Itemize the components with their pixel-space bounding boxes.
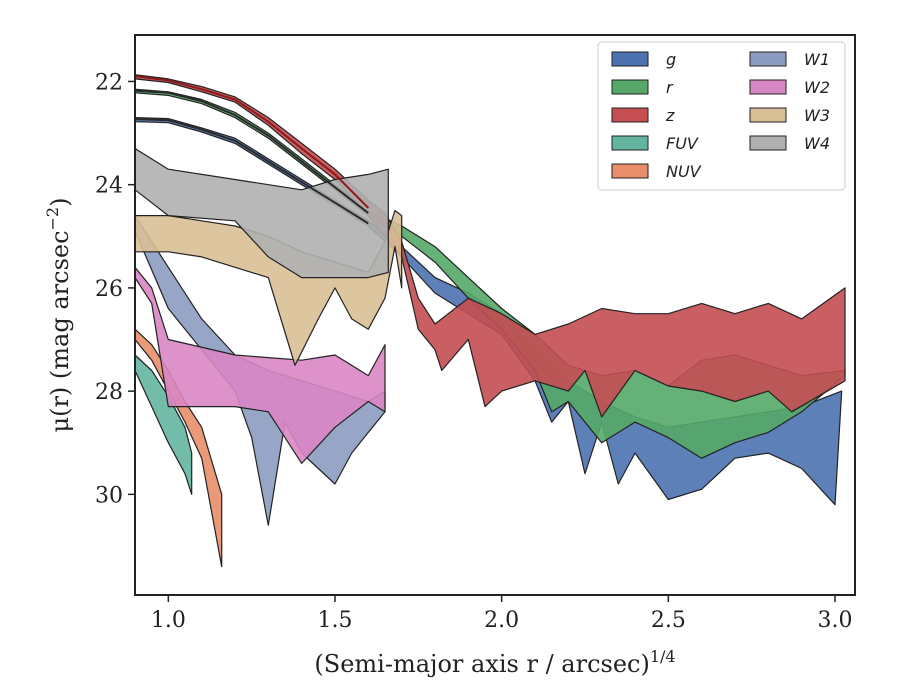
legend-swatch-w4 bbox=[749, 135, 787, 151]
x-tick-label: 3.0 bbox=[818, 608, 853, 633]
legend-swatch-g bbox=[611, 51, 649, 67]
legend-swatch-w2 bbox=[749, 79, 787, 95]
legend-label-r: r bbox=[666, 78, 674, 97]
x-tick-label: 1.5 bbox=[318, 608, 353, 633]
legend-label-nuv: NUV bbox=[666, 162, 702, 181]
profile-line-r bbox=[135, 89, 369, 214]
x-tick-label: 2.0 bbox=[484, 608, 519, 633]
x-tick-label: 2.5 bbox=[651, 608, 686, 633]
legend-label-w2: W2 bbox=[804, 78, 830, 97]
legend-label-fuv: FUV bbox=[666, 134, 699, 153]
legend-swatch-fuv bbox=[611, 135, 649, 151]
legend-swatch-z bbox=[611, 107, 649, 123]
legend-label-g: g bbox=[666, 50, 676, 69]
band-fuv bbox=[135, 354, 193, 495]
legend-swatch-w1 bbox=[749, 51, 787, 67]
legend-box bbox=[597, 41, 846, 191]
x-axis-title: (Semi-major axis r / arcsec)1/4 bbox=[314, 647, 675, 678]
legend-label-w1: W1 bbox=[804, 50, 830, 69]
x-tick-label: 1.0 bbox=[151, 608, 186, 633]
band-w2 bbox=[135, 266, 386, 464]
y-tick-label: 26 bbox=[95, 277, 123, 302]
legend-swatch-nuv bbox=[611, 163, 649, 179]
plot-area bbox=[135, 74, 846, 568]
legend-label-z: z bbox=[665, 106, 675, 125]
legend-label-w4: W4 bbox=[804, 134, 830, 153]
axes-frame bbox=[134, 34, 856, 596]
y-tick-label: 22 bbox=[95, 70, 123, 95]
profile-line-g bbox=[135, 118, 369, 225]
y-tick-label: 24 bbox=[95, 174, 123, 199]
y-tick-label: 30 bbox=[95, 483, 123, 508]
x-axis-ticks: 1.0 1.5 2.0 2.5 3.0 bbox=[151, 595, 853, 633]
y-axis-ticks: 22 24 26 28 30 bbox=[95, 70, 135, 508]
legend-swatch-w3 bbox=[749, 107, 787, 123]
y-axis-title: μ(r) (mag arcsec−2) bbox=[43, 198, 74, 433]
legend: grz FUV NUV W1 W2 W3 W4 bbox=[597, 41, 846, 191]
legend-swatch-r bbox=[611, 79, 649, 95]
band-w4 bbox=[135, 147, 389, 279]
legend-label-w3: W3 bbox=[804, 106, 830, 125]
y-tick-label: 28 bbox=[95, 380, 123, 405]
profile-line-z bbox=[135, 75, 370, 209]
